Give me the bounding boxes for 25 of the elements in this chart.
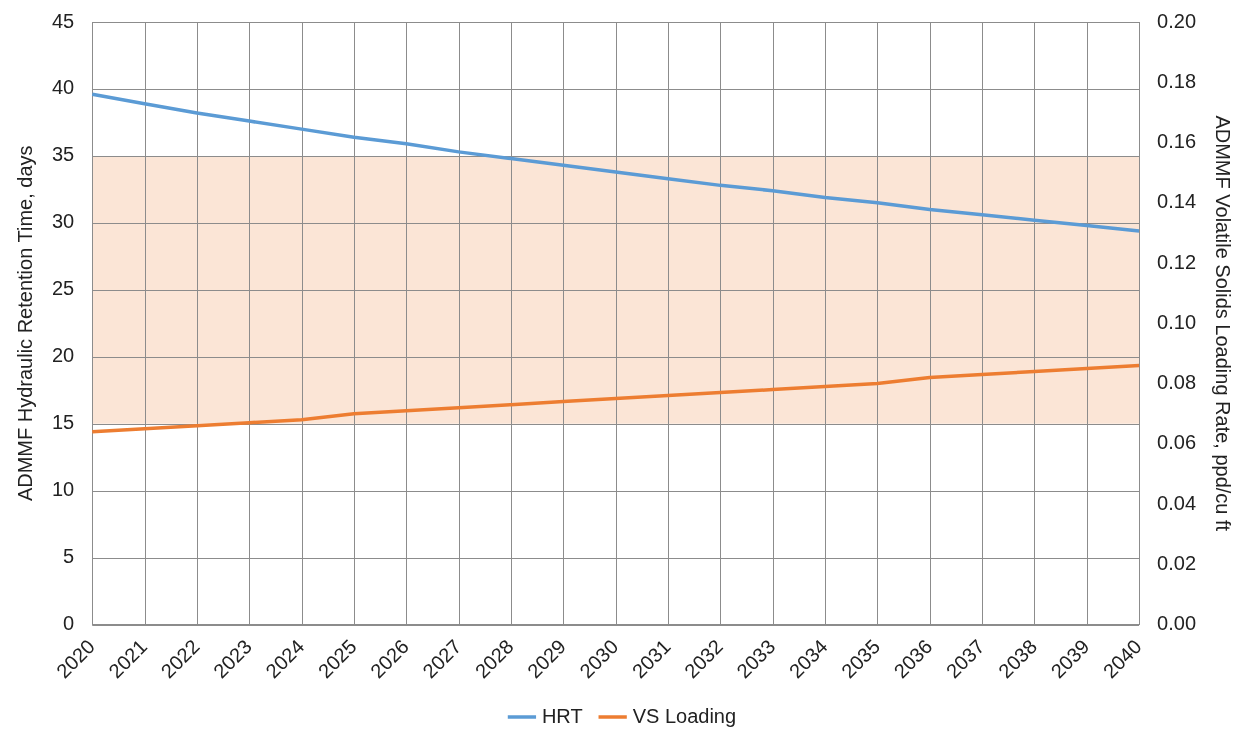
y2-tick-label: 0.20 — [1157, 9, 1197, 32]
y-tick-label: 0 — [63, 612, 75, 635]
legend-label: HRT — [541, 704, 583, 727]
y-tick-label: 20 — [52, 344, 75, 367]
y-tick-label: 45 — [52, 9, 75, 32]
y-tick-label: 15 — [52, 411, 75, 434]
y2-tick-label: 0.16 — [1157, 130, 1197, 153]
y-tick-label: 30 — [52, 210, 75, 233]
y2-tick-label: 0.14 — [1157, 190, 1197, 213]
y2-tick-label: 0.06 — [1157, 431, 1197, 454]
y2-tick-label: 0.00 — [1157, 612, 1197, 635]
y2-tick-label: 0.02 — [1157, 551, 1197, 574]
y-axis-title: ADMMF Hydraulic Retention Time, days — [13, 145, 36, 502]
y-tick-label: 35 — [52, 143, 75, 166]
y-tick-label: 40 — [52, 76, 75, 99]
y2-tick-label: 0.12 — [1157, 250, 1197, 273]
y-tick-label: 5 — [63, 545, 75, 568]
y2-tick-label: 0.04 — [1157, 491, 1197, 514]
y2-tick-label: 0.10 — [1157, 310, 1197, 333]
legend-label: VS Loading — [632, 704, 737, 727]
y2-tick-label: 0.08 — [1157, 371, 1197, 394]
y2-tick-label: 0.18 — [1157, 69, 1197, 92]
y-tick-label: 25 — [52, 277, 75, 300]
y2-axis-title: ADMMF Volatile Solids Loading Rate, ppd/cu ft — [1212, 115, 1235, 532]
y-tick-label: 10 — [52, 478, 75, 501]
